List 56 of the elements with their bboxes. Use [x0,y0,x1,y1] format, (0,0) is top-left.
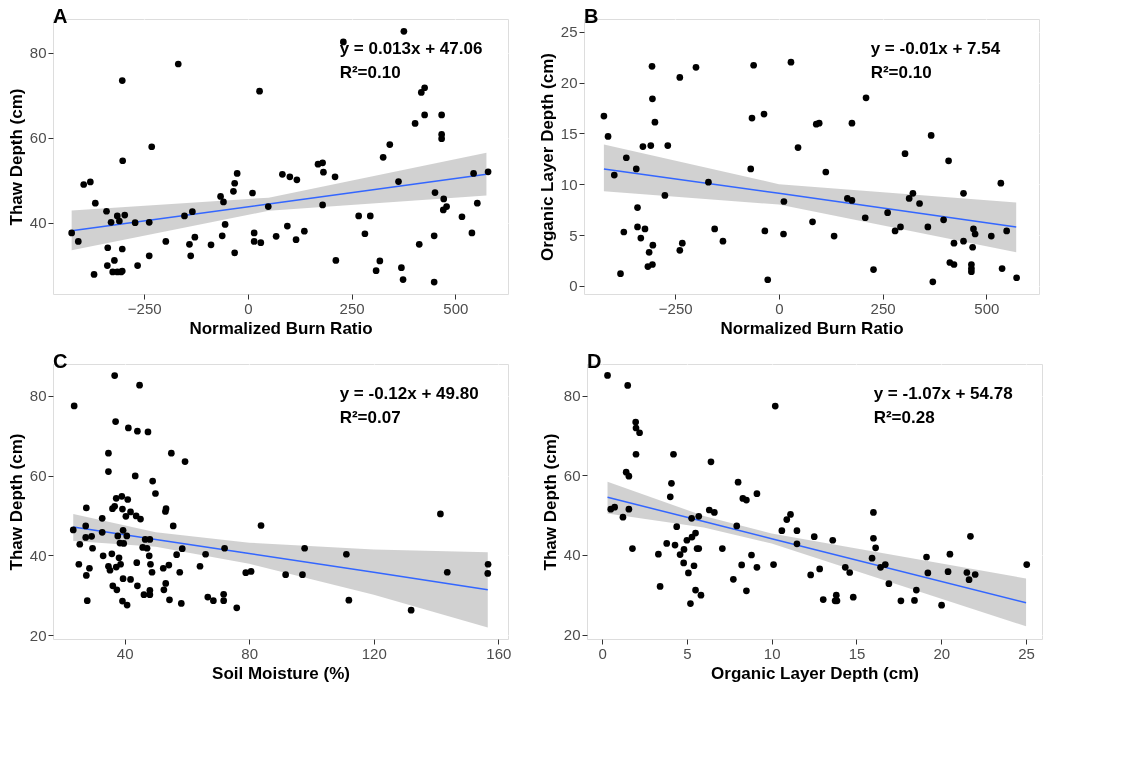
annotation: y = -0.01x + 7.54 [870,39,1001,58]
x-tick-label: 10 [763,644,781,662]
annotation: R²=0.10 [870,63,932,82]
chart-title: A [53,5,68,27]
x-tick-label: −250 [127,299,162,317]
annotation: y = -1.07x + 54.78 [873,384,1013,403]
y-tick-label: 80 [563,387,581,405]
annotation: y = 0.013x + 47.06 [339,39,483,58]
y-axis-title: Thaw Depth (cm) [540,433,560,571]
line-series [606,496,1027,604]
x-axis-title: Soil Moisture (%) [212,663,350,683]
y-tick-label: 40 [29,546,47,564]
y-axis-title: Thaw Depth (cm) [6,433,26,571]
annotation: R²=0.07 [339,408,401,427]
x-tick-label: 500 [974,299,1000,317]
chart-title: C [53,350,68,372]
y-axis-title: Thaw Depth (cm) [6,88,26,226]
chart-title: B [584,5,599,27]
x-tick-label: 250 [870,299,896,317]
x-tick-label: 500 [443,299,469,317]
x-tick-label: −250 [658,299,693,317]
annotation: y = -0.12x + 49.80 [339,384,479,403]
chart-title: D [587,350,602,372]
y-tick-label: 5 [569,226,578,244]
annotation: R²=0.10 [339,63,401,82]
x-axis-title: Normalized Burn Ratio [720,318,904,338]
x-tick-label: 0 [598,644,607,662]
x-tick-label: 250 [339,299,365,317]
x-tick-label: 120 [361,644,387,662]
y-tick-label: 15 [560,124,578,142]
x-tick-label: 0 [244,299,253,317]
x-axis-title: Organic Layer Depth (cm) [711,663,919,683]
x-axis-title: Normalized Burn Ratio [189,318,373,338]
x-tick-label: 5 [683,644,692,662]
x-tick-label: 160 [486,644,512,662]
y-tick-label: 20 [560,74,578,92]
y-tick-label: 0 [569,277,578,295]
x-tick-label: 20 [933,644,951,662]
y-tick-label: 10 [560,175,578,193]
y-tick-label: 80 [29,387,47,405]
x-tick-label: 80 [241,644,259,662]
y-tick-label: 60 [29,129,47,147]
x-tick-label: 15 [848,644,866,662]
y-tick-label: 60 [29,467,47,485]
annotation: R²=0.28 [873,408,935,427]
y-tick-label: 40 [563,546,581,564]
x-tick-label: 40 [116,644,134,662]
y-tick-label: 20 [563,626,581,644]
y-tick-label: 40 [29,214,47,232]
y-tick-label: 20 [29,626,47,644]
x-tick-label: 0 [775,299,784,317]
x-tick-label: 25 [1018,644,1035,662]
y-tick-label: 80 [29,44,47,62]
y-tick-label: 60 [563,466,581,484]
y-axis-title: Organic Layer Depth (cm) [537,53,557,261]
y-tick-label: 25 [560,23,578,41]
